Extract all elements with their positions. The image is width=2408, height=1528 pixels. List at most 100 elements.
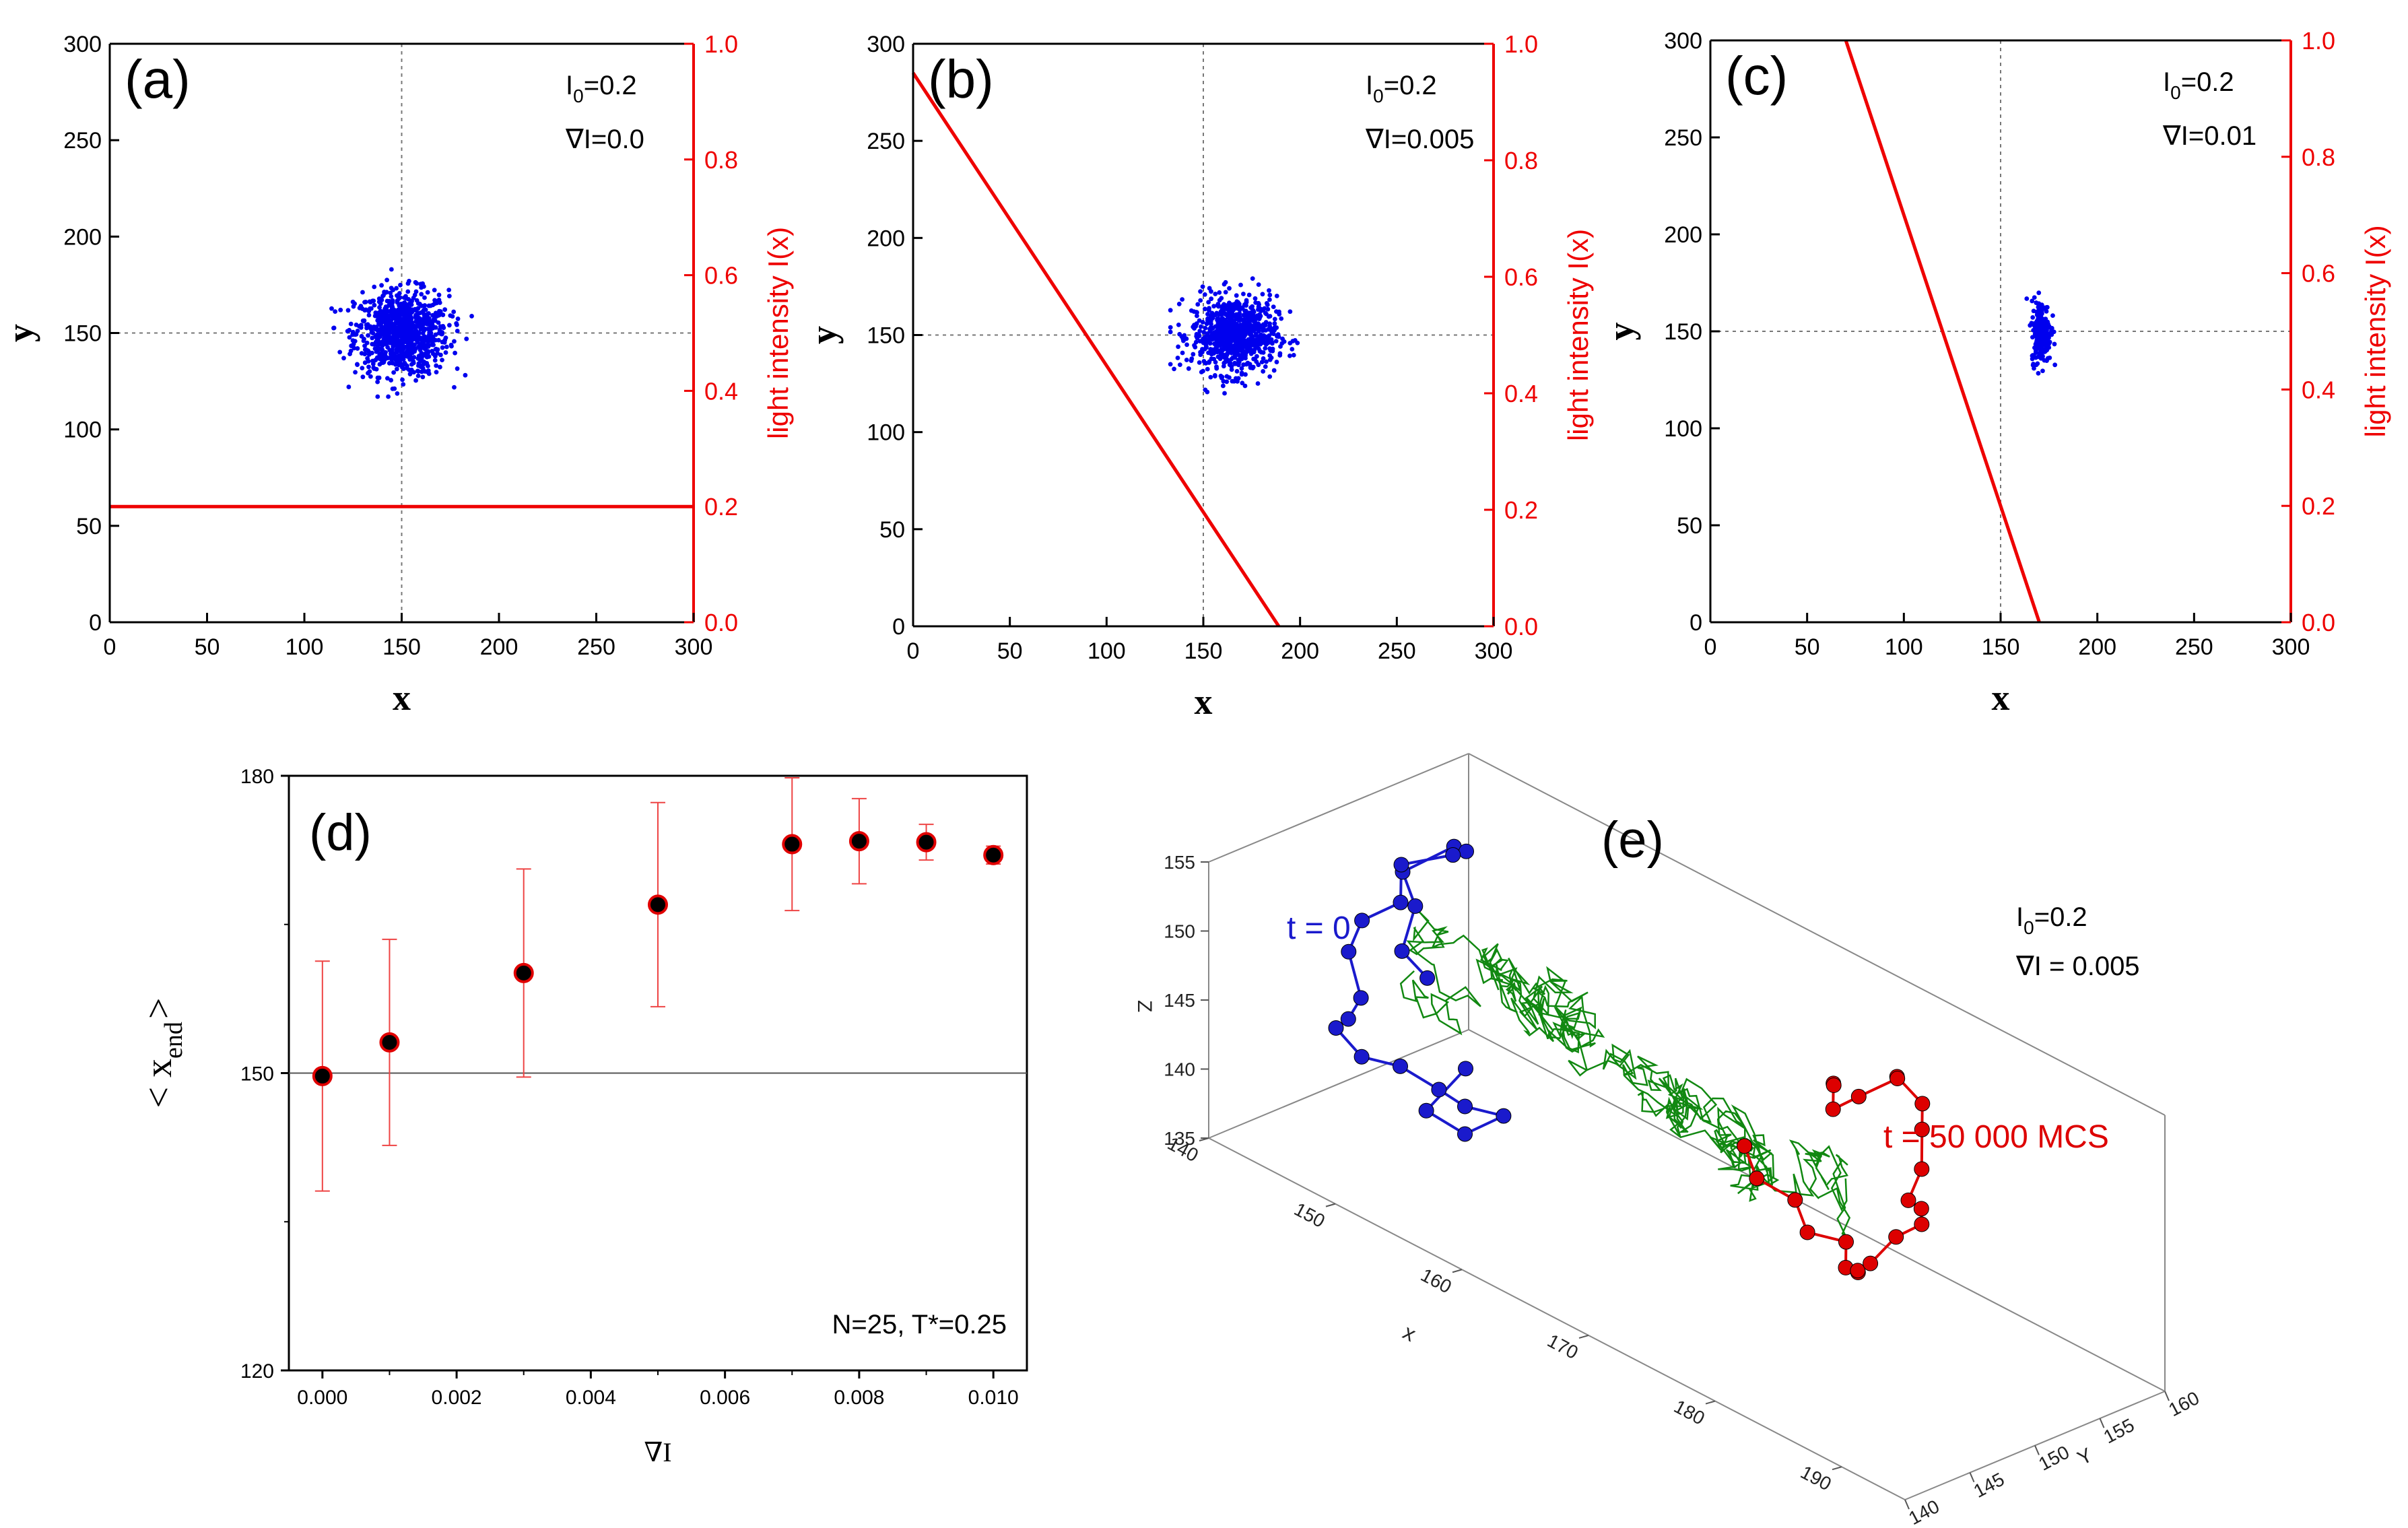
- particle-point: [1262, 334, 1267, 339]
- y-tick-label: 300: [1664, 28, 1702, 54]
- particle-point: [2030, 314, 2036, 320]
- chain-t0-bead: [1393, 857, 1409, 873]
- particle-point: [1226, 341, 1231, 345]
- x-tick-label: 50: [1795, 634, 1820, 660]
- particle-point: [426, 343, 431, 347]
- particle-point: [374, 349, 379, 354]
- x-tick-label: 0.000: [297, 1387, 347, 1409]
- particle-cluster: [1168, 276, 1300, 396]
- param-i0-value: =0.2: [1384, 71, 1437, 100]
- particle-point: [389, 267, 394, 272]
- particle-point: [403, 339, 409, 345]
- particle-point: [347, 335, 352, 340]
- particle-point: [1220, 333, 1226, 338]
- y-tick-label: 50: [1677, 513, 1702, 539]
- particle-point: [1222, 391, 1227, 396]
- particle-point: [455, 329, 460, 333]
- particle-point: [394, 347, 399, 352]
- chain-t0-bead: [1407, 898, 1424, 914]
- particle-point: [407, 279, 411, 284]
- particle-point: [1245, 316, 1250, 321]
- particle-point: [2032, 366, 2036, 371]
- particle-point: [407, 372, 413, 376]
- particle-point: [1234, 352, 1239, 358]
- particle-point: [418, 364, 424, 370]
- particle-point: [1177, 331, 1182, 337]
- particle-point: [432, 317, 436, 322]
- particle-point: [452, 385, 457, 390]
- particle-point: [1244, 362, 1249, 367]
- particle-point: [1269, 339, 1275, 345]
- particle-point: [400, 377, 405, 383]
- particle-point: [366, 359, 371, 364]
- x-tick-label: 180: [1671, 1396, 1708, 1429]
- particle-point: [1200, 284, 1205, 289]
- y2-axis-label: light intensity I(x): [1562, 229, 1594, 441]
- x-tick-label: 300: [675, 634, 713, 660]
- x-tick-label: 0.004: [566, 1387, 616, 1409]
- particle-point: [2050, 313, 2055, 319]
- particle-point: [1207, 327, 1212, 331]
- particle-point: [374, 355, 380, 360]
- particle-point: [432, 354, 438, 359]
- particle-point: [2036, 326, 2042, 331]
- data-point: [983, 844, 1004, 865]
- particle-point: [395, 307, 401, 312]
- particle-point: [2044, 304, 2050, 310]
- chain-end-bead: [1863, 1255, 1879, 1271]
- annotation: N=25, T*=0.25: [832, 1310, 1007, 1339]
- y2-tick-label: 0.6: [1504, 263, 1538, 291]
- particle-point: [1271, 368, 1277, 373]
- particle-point: [388, 335, 393, 340]
- particle-point: [1244, 321, 1249, 327]
- particle-point: [366, 364, 371, 370]
- particle-point: [384, 308, 389, 313]
- x-tick-label: 250: [2175, 634, 2213, 660]
- param-i0: I0=0.2: [2163, 67, 2234, 103]
- particle-point: [379, 339, 384, 345]
- particle-point: [362, 300, 367, 305]
- particle-point: [389, 378, 394, 383]
- particle-point: [398, 282, 403, 288]
- particle-point: [1184, 358, 1189, 362]
- particle-point: [2036, 314, 2041, 320]
- particle-point: [416, 361, 422, 366]
- particle-point: [1279, 341, 1285, 346]
- x-tick-label: 50: [997, 638, 1023, 664]
- particle-point: [1209, 333, 1214, 338]
- particle-point: [420, 331, 426, 336]
- particle-point: [393, 362, 398, 367]
- particle-point: [1253, 344, 1258, 350]
- particle-point: [2047, 355, 2052, 360]
- particle-point: [1251, 313, 1257, 319]
- particle-point: [1180, 350, 1185, 356]
- particle-point: [412, 292, 417, 298]
- y2-tick-label: 0.2: [1504, 496, 1538, 524]
- particle-point: [443, 350, 448, 355]
- particle-point: [1209, 311, 1215, 317]
- particle-point: [383, 290, 389, 295]
- particle-point: [1176, 302, 1182, 306]
- y-tick-label: 300: [867, 32, 905, 57]
- y-axis-label: y: [0, 324, 40, 342]
- particle-point: [464, 336, 469, 341]
- particle-point: [1267, 374, 1273, 379]
- particle-point: [350, 299, 356, 304]
- particle-point: [375, 379, 380, 385]
- box-edge: [1468, 1029, 2166, 1392]
- particle-point: [2035, 361, 2040, 366]
- x-tick-label: 250: [1378, 638, 1416, 664]
- particle-point: [1260, 292, 1265, 297]
- particle-point: [1267, 321, 1272, 327]
- particle-point: [380, 294, 385, 298]
- chain-end-bead: [1914, 1216, 1930, 1232]
- param-i0: I0=0.2: [2016, 902, 2087, 938]
- particle-point: [1202, 335, 1207, 340]
- param-i0-value: =0.2: [584, 71, 637, 100]
- particle-point: [434, 346, 438, 352]
- particle-point: [420, 374, 426, 380]
- particle-point: [331, 325, 336, 331]
- particle-point: [1246, 340, 1252, 345]
- particle-point: [355, 346, 360, 351]
- param-i0-sub: 0: [2170, 82, 2181, 103]
